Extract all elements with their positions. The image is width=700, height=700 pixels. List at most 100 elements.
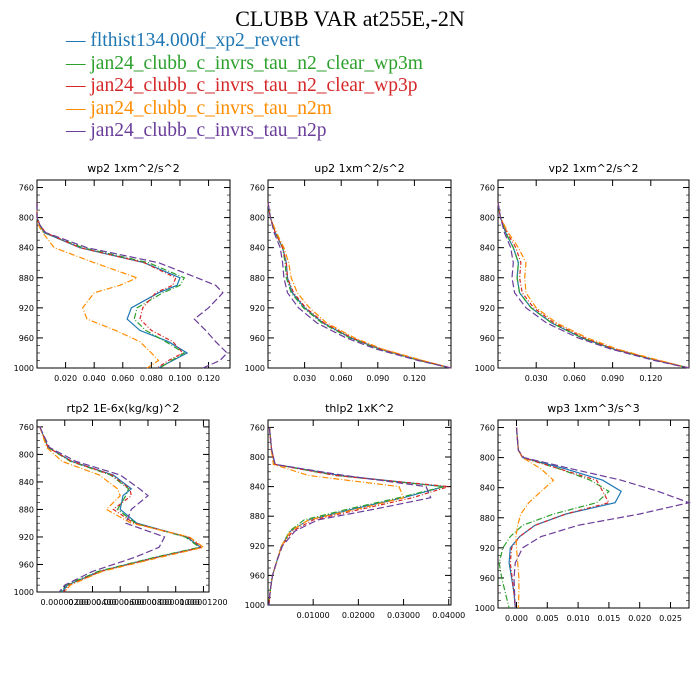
x-tick-label: 0.00000600 bbox=[96, 598, 144, 607]
plot-frame bbox=[267, 179, 452, 369]
y-tick-label: 1000 bbox=[475, 604, 495, 613]
series-line bbox=[513, 427, 692, 609]
chart-panel: rtp2 1E-6x(kg/kg)^2 760 800 840 880 920 960 100… bbox=[14, 402, 228, 607]
series-line bbox=[36, 202, 228, 369]
y-tick-label: 880 bbox=[480, 274, 495, 283]
legend-label: jan24_clubb_c_invrs_tau_n2m bbox=[90, 97, 332, 119]
y-tick-label: 960 bbox=[19, 334, 34, 343]
y-tick-label: 960 bbox=[250, 334, 265, 343]
panel-title: up2 1xm^2/s^2 bbox=[314, 162, 405, 175]
x-tick-label: 0.00000800 bbox=[124, 598, 172, 607]
x-tick-label: 0.020 bbox=[628, 614, 651, 623]
y-tick-label: 920 bbox=[480, 304, 495, 313]
x-tick-label: 0.120 bbox=[197, 374, 220, 383]
y-tick-label: 920 bbox=[480, 544, 495, 553]
series-line bbox=[497, 202, 690, 369]
y-tick-label: 880 bbox=[19, 505, 34, 514]
y-tick-label: 920 bbox=[250, 304, 265, 313]
x-tick-label: 0.00000400 bbox=[68, 598, 116, 607]
legend-dash: — bbox=[66, 52, 91, 74]
y-tick-label: 880 bbox=[480, 514, 495, 523]
chart-panel: wp2 1xm^2/s^2 760 800 840 880 920 960 1000 0.020… bbox=[14, 162, 231, 383]
series-line bbox=[497, 202, 690, 369]
y-tick-label: 800 bbox=[19, 214, 34, 223]
x-tick-label: 0.000 bbox=[505, 614, 528, 623]
y-tick-label: 960 bbox=[480, 334, 495, 343]
x-tick-label: 0.005 bbox=[536, 614, 559, 623]
series-line bbox=[36, 202, 160, 369]
x-tick-label: 0.020 bbox=[54, 374, 77, 383]
series-line bbox=[39, 426, 205, 593]
legend-dash: — bbox=[66, 97, 91, 119]
panel-title: wp3 1xm^3/s^3 bbox=[547, 402, 640, 415]
series-line bbox=[36, 202, 189, 369]
y-tick-label: 1000 bbox=[14, 588, 34, 597]
y-tick-label: 880 bbox=[19, 274, 34, 283]
y-tick-label: 1000 bbox=[475, 364, 495, 373]
x-tick-label: 0.090 bbox=[601, 374, 624, 383]
series-line bbox=[268, 427, 405, 606]
y-tick-label: 840 bbox=[19, 244, 34, 253]
panel-title: vp2 1xm^2/s^2 bbox=[548, 162, 638, 175]
x-tick-label: 0.01000 bbox=[297, 611, 330, 620]
y-tick-label: 840 bbox=[480, 244, 495, 253]
y-tick-label: 800 bbox=[480, 214, 495, 223]
y-tick-label: 1000 bbox=[14, 364, 34, 373]
x-tick-label: 0.04000 bbox=[432, 611, 465, 620]
plot-frame bbox=[36, 179, 231, 369]
series-line bbox=[508, 427, 622, 609]
legend-item: — jan24_clubb_c_invrs_tau_n2_clear_wp3p bbox=[66, 75, 423, 98]
series-line bbox=[497, 202, 690, 369]
x-tick-label: 0.00001200 bbox=[179, 598, 227, 607]
series-line bbox=[268, 427, 445, 606]
legend-label: jan24_clubb_c_invrs_tau_n2_clear_wp3m bbox=[90, 52, 423, 74]
legend: — flthist134.000f_xp2_revert — jan24_clu… bbox=[66, 30, 423, 143]
y-tick-label: 800 bbox=[480, 454, 495, 463]
series-line bbox=[268, 427, 432, 606]
y-tick-label: 760 bbox=[480, 424, 495, 433]
x-tick-label: 0.040 bbox=[83, 374, 106, 383]
plot-frame bbox=[36, 419, 210, 593]
legend-item: — jan24_clubb_c_invrs_tau_n2_clear_wp3m bbox=[66, 53, 423, 76]
x-tick-label: 0.120 bbox=[403, 374, 426, 383]
x-tick-label: 0.120 bbox=[639, 374, 662, 383]
series-line bbox=[515, 427, 555, 609]
legend-item: — flthist134.000f_xp2_revert bbox=[66, 30, 423, 53]
series-line bbox=[267, 202, 452, 369]
panel-title: wp2 1xm^2/s^2 bbox=[87, 162, 180, 175]
x-tick-label: 0.03000 bbox=[387, 611, 420, 620]
plot-frame bbox=[267, 419, 452, 606]
x-tick-label: 0.060 bbox=[111, 374, 134, 383]
y-tick-label: 840 bbox=[250, 483, 265, 492]
chart-panel: up2 1xm^2/s^2 760 800 840 880 920 960 1000 0.030… bbox=[245, 162, 452, 383]
x-tick-label: 0.010 bbox=[567, 614, 590, 623]
y-tick-label: 960 bbox=[250, 571, 265, 580]
y-tick-label: 760 bbox=[250, 184, 265, 193]
x-tick-label: 0.025 bbox=[659, 614, 682, 623]
x-tick-label: 0.02000 bbox=[342, 611, 375, 620]
x-tick-label: 0.030 bbox=[525, 374, 548, 383]
plot-frame bbox=[497, 419, 690, 609]
y-tick-label: 880 bbox=[250, 512, 265, 521]
series-line bbox=[268, 427, 449, 606]
x-tick-label: 0.080 bbox=[140, 374, 163, 383]
y-tick-label: 920 bbox=[250, 542, 265, 551]
panel-title: rtp2 1E-6x(kg/kg)^2 bbox=[67, 402, 180, 415]
legend-label: flthist134.000f_xp2_revert bbox=[90, 30, 300, 51]
legend-label: jan24_clubb_c_invrs_tau_n2p bbox=[90, 120, 327, 141]
series-line bbox=[267, 202, 452, 369]
x-tick-label: 0.060 bbox=[563, 374, 586, 383]
chart-panel: thlp2 1xK^2 760 800 840 880 920 960 1000 0.01000… bbox=[245, 402, 466, 620]
x-tick-label: 0.100 bbox=[169, 374, 192, 383]
series-line bbox=[497, 202, 690, 369]
series-line bbox=[497, 202, 690, 369]
y-tick-label: 800 bbox=[250, 453, 265, 462]
plot-frame bbox=[497, 179, 690, 369]
series-line bbox=[39, 426, 166, 593]
y-tick-label: 1000 bbox=[245, 601, 265, 610]
y-tick-label: 840 bbox=[480, 484, 495, 493]
x-tick-label: 0.060 bbox=[330, 374, 353, 383]
legend-label: jan24_clubb_c_invrs_tau_n2_clear_wp3p bbox=[90, 75, 418, 96]
series-line bbox=[268, 427, 445, 606]
y-tick-label: 760 bbox=[19, 184, 34, 193]
